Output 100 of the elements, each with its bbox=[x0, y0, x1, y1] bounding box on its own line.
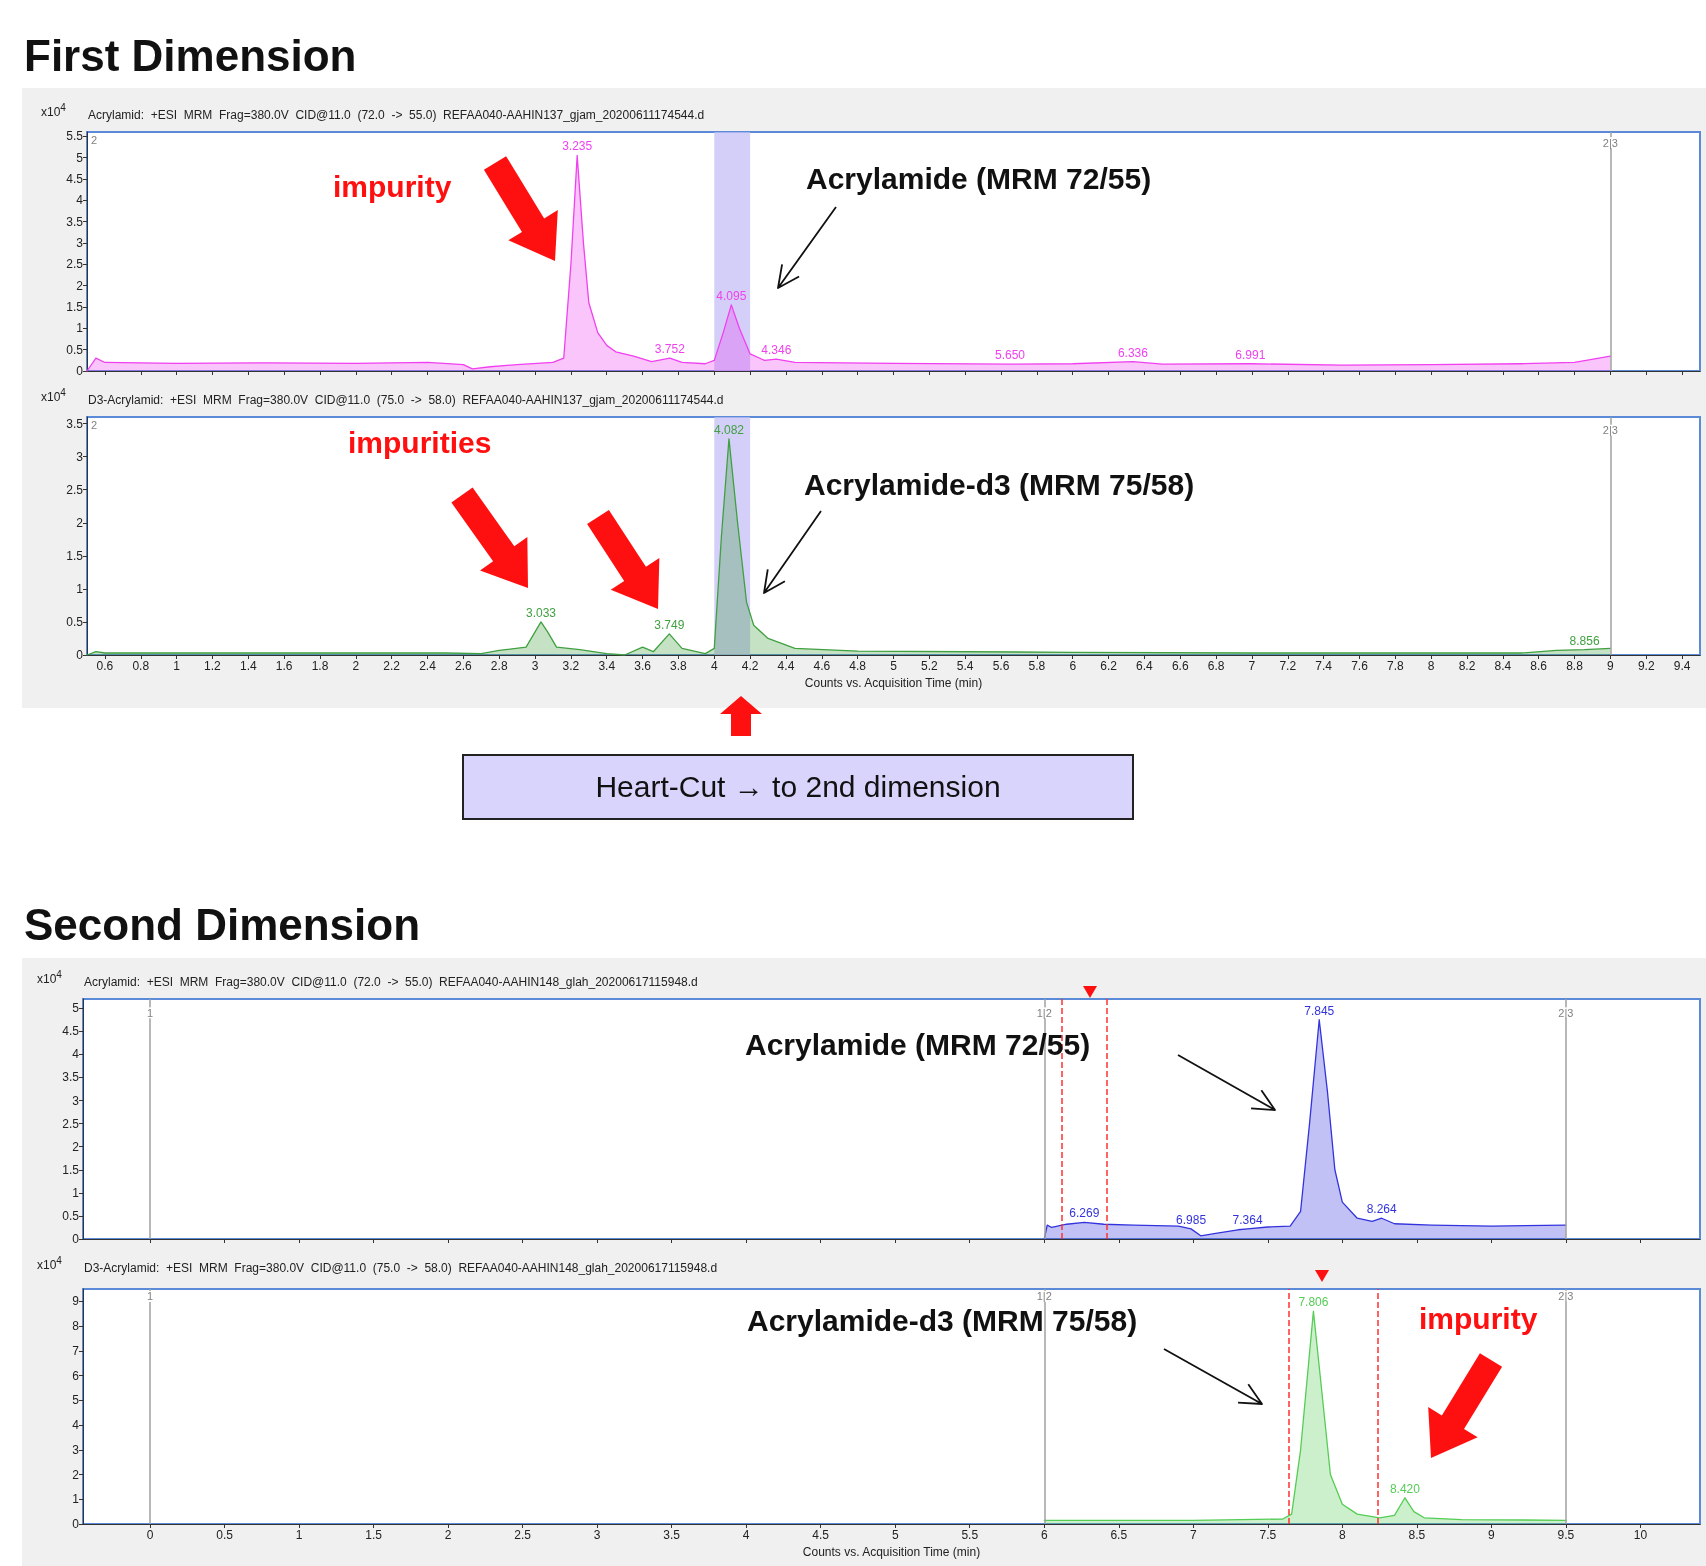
y-tick-label: 3 bbox=[76, 235, 84, 250]
y-tick-label: 2 bbox=[76, 515, 84, 530]
y-tick-label: 2.5 bbox=[62, 1116, 80, 1131]
annotation: 1 bbox=[147, 1290, 154, 1303]
y-tick-label: 8 bbox=[72, 1319, 80, 1334]
y-axis-title: x10$^{4}$ bbox=[41, 102, 66, 119]
x-tick-label: 5.4 bbox=[956, 659, 974, 673]
annotation: 1|2 bbox=[1036, 1006, 1052, 1019]
x-tick-label: 0.8 bbox=[132, 659, 150, 673]
x-tick-label: 1.2 bbox=[204, 659, 222, 673]
x-tick-label: 3.8 bbox=[670, 659, 688, 673]
x-tick-label: 5.5 bbox=[961, 1528, 979, 1542]
x-tick-label: 5.2 bbox=[921, 659, 939, 673]
annotation: 1 bbox=[147, 1006, 154, 1019]
annotation: 3.752 bbox=[654, 342, 686, 357]
x-tick-label: 4 bbox=[710, 659, 718, 673]
x-tick-label: 6.2 bbox=[1100, 659, 1118, 673]
x-tick-label: 3.2 bbox=[562, 659, 580, 673]
y-tick-label: 2 bbox=[76, 278, 84, 293]
y-tick-label: 0 bbox=[76, 364, 84, 378]
x-tick-label: 2 bbox=[444, 1528, 452, 1542]
y-tick-label: 1 bbox=[76, 321, 84, 336]
chart-title: D3-Acrylamid: +ESI MRM Frag=380.0V CID@11.0 (75.0 -> 58.0) REFAA040-AAHIN137_gjam_20200611174544.d bbox=[88, 393, 724, 407]
x-tick-label: 5.6 bbox=[992, 659, 1010, 673]
x-tick-label: 2.5 bbox=[514, 1528, 532, 1542]
y-axis-title: x10$^{4}$ bbox=[37, 1255, 62, 1272]
annotation: impurity bbox=[1419, 1302, 1538, 1335]
x-tick-label: 3 bbox=[531, 659, 539, 673]
x-tick-label: 1.4 bbox=[239, 659, 257, 673]
y-tick-label: 2.5 bbox=[66, 482, 84, 497]
x-tick-label: 8.4 bbox=[1494, 659, 1512, 673]
x-tick-label: 7.8 bbox=[1386, 659, 1404, 673]
x-tick-label: 7.6 bbox=[1351, 659, 1369, 673]
x-tick-label: 2.2 bbox=[383, 659, 401, 673]
y-axis-title: x10$^{4}$ bbox=[37, 969, 62, 986]
x-tick-label: 8.8 bbox=[1566, 659, 1584, 673]
x-tick-label: 0 bbox=[146, 1528, 154, 1542]
annotation: 7.806 bbox=[1298, 1295, 1329, 1310]
x-tick-label: 5 bbox=[890, 659, 898, 673]
x-tick-label: 1.8 bbox=[311, 659, 329, 673]
chart-title: D3-Acrylamid: +ESI MRM Frag=380.0V CID@11.0 (75.0 -> 58.0) REFAA040-AAHIN148_glah_20200617115948.d bbox=[84, 1261, 718, 1275]
annotation: Acrylamide (MRM 72/55) bbox=[745, 1028, 1091, 1061]
x-tick-label: 7.5 bbox=[1259, 1528, 1277, 1542]
x-tick-label: 6.6 bbox=[1171, 659, 1189, 673]
x-tick-label: 2.8 bbox=[490, 659, 508, 673]
annotation: 3.033 bbox=[525, 605, 557, 620]
x-tick-label: 7.4 bbox=[1315, 659, 1333, 673]
y-tick-label: 4.5 bbox=[66, 171, 84, 186]
y-tick-label: 2 bbox=[72, 1139, 80, 1154]
text: Second Dimension bbox=[24, 900, 421, 949]
x-tick-label: 7 bbox=[1189, 1528, 1197, 1542]
y-tick-label: 0 bbox=[76, 648, 84, 662]
annotation: 6.336 bbox=[1117, 345, 1149, 360]
y-tick-label: 1.5 bbox=[62, 1162, 80, 1177]
x-tick-label: 9 bbox=[1607, 659, 1615, 673]
annotation: 2|3 bbox=[1558, 1006, 1574, 1019]
y-tick-label: 3 bbox=[76, 449, 84, 464]
annotation: impurity bbox=[333, 170, 452, 203]
y-tick-label: 5 bbox=[72, 1393, 80, 1408]
y-tick-label: 3.5 bbox=[66, 416, 84, 431]
annotation: 4.346 bbox=[761, 343, 792, 358]
x-tick-label: 4.2 bbox=[741, 659, 759, 673]
y-tick-label: 3 bbox=[72, 1093, 80, 1108]
chart-title: Acrylamid: +ESI MRM Frag=380.0V CID@11.0 (72.0 -> 55.0) REFAA040-AAHIN137_gjam_20200611174544.d bbox=[88, 108, 705, 122]
x-tick-label: 6 bbox=[1069, 659, 1077, 673]
x-tick-label: 9 bbox=[1488, 1528, 1496, 1542]
x-tick-label: 4 bbox=[742, 1528, 750, 1542]
y-tick-label: 1 bbox=[76, 581, 84, 596]
y-tick-label: 6 bbox=[72, 1368, 80, 1383]
x-tick-label: 2 bbox=[352, 659, 360, 673]
x-tick-label: 8.6 bbox=[1530, 659, 1548, 673]
annotation: 4.095 bbox=[716, 288, 747, 303]
annotation: 6.985 bbox=[1176, 1212, 1207, 1227]
annotation: 8.420 bbox=[1389, 1481, 1421, 1496]
y-tick-label: 4 bbox=[72, 1418, 80, 1433]
y-tick-label: 9 bbox=[72, 1294, 80, 1309]
x-tick-label: 4.5 bbox=[812, 1528, 830, 1542]
x-tick-label: 8 bbox=[1427, 659, 1435, 673]
y-tick-label: 4 bbox=[72, 1047, 80, 1062]
x-tick-label: 4.8 bbox=[849, 659, 867, 673]
x-tick-label: 4.4 bbox=[777, 659, 795, 673]
x-tick-label: 6.8 bbox=[1207, 659, 1225, 673]
x-tick-label: 9.5 bbox=[1557, 1528, 1575, 1542]
text: Heart-Cut → to 2nd dimension bbox=[462, 754, 1134, 820]
annotation: 6.269 bbox=[1069, 1206, 1100, 1221]
x-tick-label: 0.6 bbox=[96, 659, 114, 673]
annotation: Acrylamide-d3 (MRM 75/58) bbox=[747, 1304, 1138, 1337]
annotation: impurities bbox=[348, 426, 492, 459]
x-tick-label: 3 bbox=[593, 1528, 601, 1542]
y-tick-label: 5 bbox=[76, 150, 84, 165]
x-tick-label: 9.4 bbox=[1673, 659, 1691, 673]
y-tick-label: 1.5 bbox=[66, 299, 84, 314]
annotation: 2 bbox=[91, 419, 98, 431]
x-tick-label: 6.4 bbox=[1136, 659, 1154, 673]
x-tick-label: 5 bbox=[891, 1528, 899, 1542]
y-tick-label: 3.5 bbox=[66, 214, 84, 229]
y-tick-label: 1 bbox=[72, 1185, 80, 1200]
x-tick-label: 10 bbox=[1633, 1528, 1648, 1542]
annotation: 2|3 bbox=[1558, 1290, 1574, 1303]
y-axis-title: x10$^{4}$ bbox=[41, 387, 66, 404]
